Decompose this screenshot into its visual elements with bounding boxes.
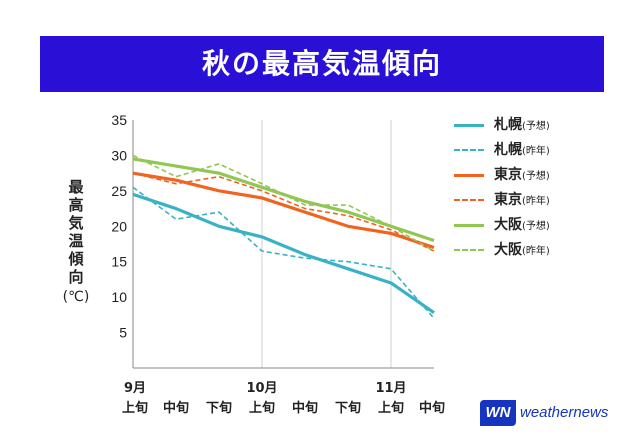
legend-swatch: [454, 199, 484, 201]
y-axis-label-char: 温: [68, 232, 84, 250]
legend-item: 大阪(昨年): [454, 237, 614, 262]
y-axis-unit: (℃): [62, 289, 90, 305]
legend-series-name: 大阪: [494, 242, 522, 258]
axes: [132, 120, 434, 369]
legend-swatch: [454, 174, 484, 177]
y-axis-label-char: 傾: [68, 250, 84, 268]
legend-series-tag: (昨年): [522, 196, 550, 207]
grid: [261, 120, 392, 368]
legend-swatch: [454, 249, 484, 251]
legend: 札幌(予想) 札幌(昨年) 東京(予想) 東京(昨年) 大阪(予想) 大阪(昨年): [454, 112, 614, 262]
logo-word: weathernews: [520, 404, 609, 421]
y-tick-label: 25: [111, 183, 127, 199]
x-period-label: 中旬: [292, 400, 318, 416]
legend-series-name: 札幌: [494, 142, 522, 158]
legend-series-tag: (予想): [522, 171, 550, 182]
x-period-label: 上旬: [249, 400, 275, 416]
series-line: [132, 172, 435, 252]
y-tick-label: 10: [111, 289, 127, 305]
legend-series-name: 東京: [494, 192, 522, 208]
series-lines: [132, 154, 435, 319]
legend-label: 大阪(昨年): [494, 239, 550, 259]
x-period-label: 下旬: [206, 400, 232, 416]
legend-series-name: 大阪: [494, 217, 522, 233]
legend-series-tag: (予想): [522, 221, 550, 232]
y-axis-label-text: 最高気温傾向: [64, 178, 88, 286]
legend-swatch: [454, 224, 484, 227]
legend-label: 大阪(予想): [494, 214, 550, 234]
chart-title: 秋の最高気温傾向: [201, 47, 442, 80]
y-axis-label-char: 向: [68, 268, 84, 286]
x-period-label: 下旬: [335, 400, 361, 416]
series-line: [132, 186, 435, 319]
legend-series-name: 札幌: [494, 117, 522, 133]
legend-label: 札幌(昨年): [494, 139, 550, 159]
logo-mark: WN: [480, 400, 516, 426]
legend-label: 札幌(予想): [494, 114, 550, 134]
title-banner: 秋の最高気温傾向: [40, 36, 604, 92]
legend-item: 札幌(昨年): [454, 137, 614, 162]
legend-swatch: [454, 124, 484, 127]
y-tick-label: 15: [111, 254, 127, 270]
y-tick-label: 20: [111, 218, 127, 234]
series-line: [132, 192, 435, 315]
x-period-label: 上旬: [378, 400, 404, 416]
y-axis-label: 最高気温傾向 (℃): [63, 178, 90, 306]
legend-item: 東京(昨年): [454, 187, 614, 212]
x-period-label: 中旬: [419, 400, 445, 416]
x-month-label: 10月: [246, 381, 277, 396]
y-tick-label: 5: [119, 325, 127, 341]
weathernews-logo: WN weathernews: [480, 400, 620, 428]
legend-series-tag: (昨年): [522, 246, 550, 257]
legend-series-name: 東京: [494, 167, 522, 183]
x-period-label: 中旬: [163, 400, 189, 416]
legend-swatch: [454, 149, 484, 151]
legend-label: 東京(昨年): [494, 189, 550, 209]
y-axis-label-char: 最: [68, 178, 84, 196]
y-tick-label: 35: [111, 112, 127, 128]
x-month-label: 11月: [375, 381, 406, 396]
x-month-label: 9月: [124, 381, 146, 396]
y-axis-label-char: 高: [68, 196, 84, 214]
series-line: [132, 154, 435, 252]
legend-series-tag: (予想): [522, 121, 550, 132]
legend-item: 札幌(予想): [454, 112, 614, 137]
y-tick-label: 30: [111, 147, 127, 163]
x-period-label: 上旬: [122, 400, 148, 416]
legend-series-tag: (昨年): [522, 146, 550, 157]
y-axis-label-char: 気: [68, 214, 84, 232]
legend-item: 大阪(予想): [454, 212, 614, 237]
legend-item: 東京(予想): [454, 162, 614, 187]
legend-label: 東京(予想): [494, 164, 550, 184]
